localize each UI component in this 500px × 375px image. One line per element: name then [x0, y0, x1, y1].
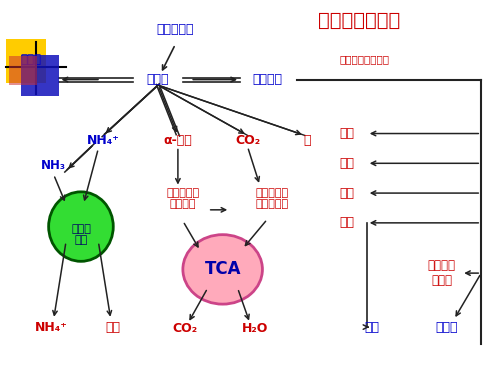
Text: H₂O: H₂O: [242, 322, 268, 336]
Text: 鸟氨酸
循环: 鸟氨酸 循环: [71, 224, 91, 245]
Text: CO₂: CO₂: [173, 322, 198, 336]
Text: 氨基酸: 氨基酸: [147, 73, 170, 86]
Text: CO₂: CO₂: [235, 135, 260, 147]
Text: NH₄⁺: NH₄⁺: [34, 321, 68, 334]
Text: 尿酸: 尿酸: [364, 321, 380, 334]
Text: 尼克酰氨
衍生物: 尼克酰氨 衍生物: [428, 259, 456, 287]
Bar: [6, 39, 46, 83]
Text: 嘵呤: 嘵呤: [340, 216, 354, 229]
Bar: [22, 56, 59, 96]
Text: 糖及其代谢
中间产物: 糖及其代谢 中间产物: [166, 188, 200, 210]
Text: 胺: 胺: [304, 135, 311, 147]
Text: 嚓啖: 嚓啖: [340, 187, 354, 200]
Text: NH₄⁺: NH₄⁺: [87, 135, 120, 147]
Text: NH₃: NH₃: [41, 159, 66, 172]
Text: （次生物质代谢）: （次生物质代谢）: [340, 54, 390, 64]
Text: 肌酸胺: 肌酸胺: [435, 321, 458, 334]
Text: 食物蛋白质: 食物蛋白质: [156, 23, 194, 36]
Text: 特殊途径: 特殊途径: [252, 73, 282, 86]
Text: TCA: TCA: [204, 260, 241, 278]
Text: 脂肪及其代
谢中间产物: 脂肪及其代 谢中间产物: [256, 188, 289, 210]
Ellipse shape: [183, 235, 262, 304]
Text: 卫啳: 卫啳: [340, 157, 354, 170]
Bar: [9, 57, 37, 85]
Ellipse shape: [48, 192, 114, 261]
Text: 尿素: 尿素: [106, 321, 121, 334]
Text: 氨基酸代谢概况: 氨基酸代谢概况: [318, 10, 400, 30]
Text: 体蛋白: 体蛋白: [20, 53, 42, 66]
Text: 激素: 激素: [340, 127, 354, 140]
Text: α-酮酸: α-酮酸: [164, 135, 192, 147]
